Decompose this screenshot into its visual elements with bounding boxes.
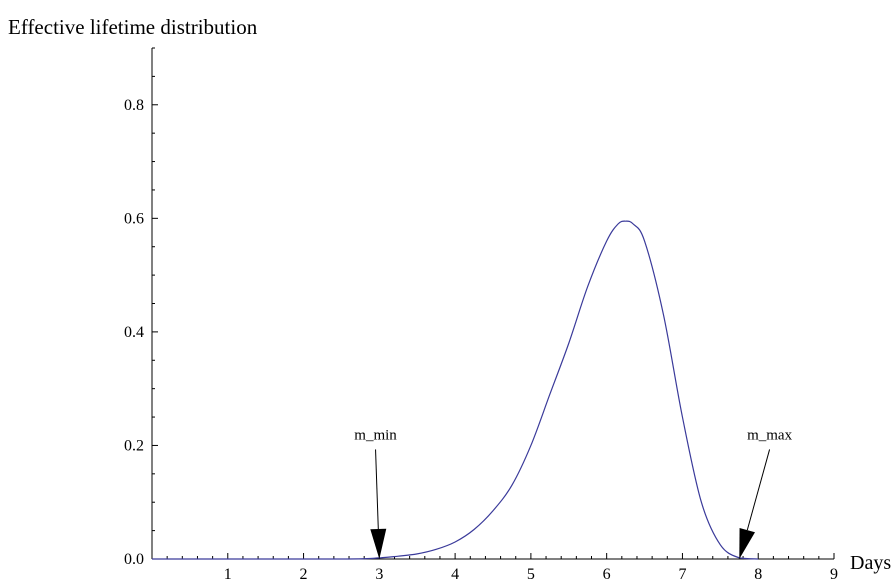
series-layer xyxy=(151,220,759,560)
y-tick-label: 0.0 xyxy=(124,551,144,568)
chart-title: Effective lifetime distribution xyxy=(8,15,258,39)
y-tick-label: 0.8 xyxy=(124,97,144,114)
annotation-m-min-label: m_min xyxy=(354,427,397,443)
annotation-arrowhead xyxy=(370,528,387,559)
x-tick-label: 8 xyxy=(754,566,762,583)
y-tick-label: 0.6 xyxy=(124,210,144,227)
axes xyxy=(151,48,834,560)
y-tick-label: 0.4 xyxy=(124,324,144,341)
x-tick-label: 6 xyxy=(603,566,611,583)
annotation-m-max-label: m_max xyxy=(747,427,792,443)
annotation-arrowhead xyxy=(739,527,755,559)
y-tick-label: 0.2 xyxy=(124,437,144,454)
x-tick-label: 5 xyxy=(527,566,535,583)
annotation-arrow-line xyxy=(746,449,771,531)
annotation-arrow-line xyxy=(375,449,379,530)
x-tick-label: 2 xyxy=(300,566,308,583)
annotations-layer: m_min m_max xyxy=(354,427,793,559)
distribution-curve xyxy=(151,220,759,560)
x-tick-label: 7 xyxy=(678,566,686,583)
x-tick-label: 9 xyxy=(830,566,838,583)
x-tick-label: 4 xyxy=(451,566,459,583)
x-axis-label: Days xyxy=(850,552,891,574)
x-tick-label: 3 xyxy=(375,566,383,583)
ticks: 1 2 3 4 5 6 7 8 9 0.0 0.2 0.4 0.6 0.8 xyxy=(124,47,838,583)
x-tick-label: 1 xyxy=(224,566,232,583)
